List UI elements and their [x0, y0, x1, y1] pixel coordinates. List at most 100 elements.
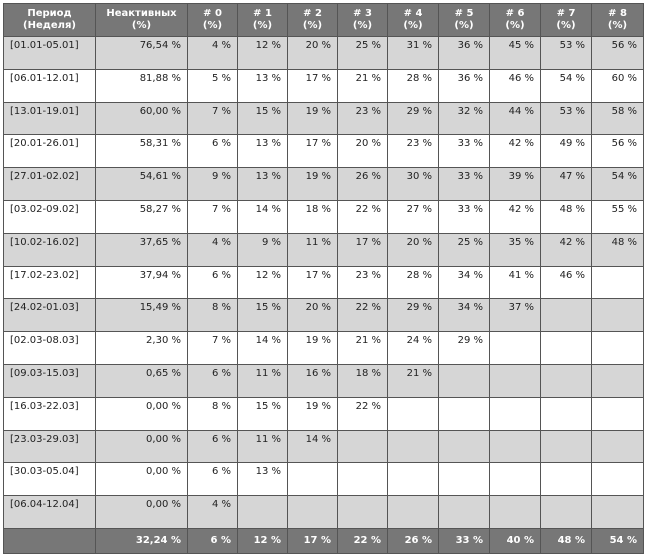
retention-cell: 41 % [489, 265, 541, 300]
header-row: Период (Неделя) Неактивных (%) # 0 (%) # 1 (%) #… [3, 3, 644, 37]
inactive-cell: 15,49 % [95, 298, 188, 333]
retention-cell: 6 % [187, 265, 238, 300]
column-header-line: (%) [556, 20, 576, 31]
inactive-cell: 0,00 % [95, 462, 188, 497]
retention-cell: 21 % [337, 68, 388, 103]
retention-cell: 5 % [187, 68, 238, 103]
retention-cell: 7 % [187, 331, 238, 365]
retention-cell: 46 % [540, 265, 592, 300]
retention-cell: 20 % [387, 232, 439, 267]
retention-cell: 36 % [438, 68, 490, 103]
retention-cell [489, 331, 541, 365]
retention-cell: 9 % [237, 232, 288, 267]
retention-cell: 31 % [387, 36, 439, 70]
column-header-line: (%) [505, 20, 525, 31]
retention-cell: 17 % [337, 232, 388, 267]
column-header-line: (%) [202, 20, 223, 31]
retention-cell: 24 % [387, 331, 439, 365]
period-cell: [27.01-02.02] [3, 167, 96, 201]
totals-cell: 12 % [237, 527, 288, 554]
period-cell: [30.03-05.04] [3, 462, 96, 497]
retention-cell [591, 331, 644, 365]
retention-cell: 13 % [237, 167, 288, 201]
table-row: [02.03-08.03] 2,30 % 7 % 14 % 19 % 21 % 24 % 29… [3, 331, 644, 365]
column-header: # 6 (%) [489, 3, 541, 37]
retention-cell [591, 265, 644, 300]
retention-cell: 23 % [337, 101, 388, 136]
retention-cell: 27 % [387, 199, 439, 234]
totals-cell: 54 % [591, 527, 644, 554]
table-row: [24.02-01.03] 15,49 % 8 % 15 % 20 % 22 % 29 % 3… [3, 298, 644, 333]
retention-cell: 44 % [489, 101, 541, 136]
table-row: [23.03-29.03] 0,00 % 6 % 11 % 14 % [3, 429, 644, 464]
retention-cell [387, 396, 439, 431]
retention-cell: 54 % [540, 68, 592, 103]
table-footer: 32,24 % 6 % 12 % 17 % 22 % 26 % 33 % 40 % 48 % 54… [3, 527, 644, 554]
retention-cell: 30 % [387, 167, 439, 201]
retention-cell: 19 % [287, 396, 338, 431]
retention-cell [337, 429, 388, 464]
inactive-cell: 54,61 % [95, 167, 188, 201]
retention-cell [591, 429, 644, 464]
column-header: # 7 (%) [540, 3, 592, 37]
retention-cell: 55 % [591, 199, 644, 234]
column-header: Неактивных (%) [95, 3, 188, 37]
inactive-cell: 37,65 % [95, 232, 188, 267]
retention-cell: 60 % [591, 68, 644, 103]
retention-cell: 6 % [187, 462, 238, 497]
totals-cell: 33 % [438, 527, 490, 554]
column-header-line: # 6 [505, 8, 525, 19]
column-header-line: Период [27, 8, 72, 19]
retention-cell: 48 % [540, 199, 592, 234]
retention-cell: 49 % [540, 134, 592, 169]
column-header-line: # 1 [253, 8, 272, 19]
column-header: # 8 (%) [591, 3, 644, 37]
retention-cell: 11 % [237, 363, 288, 398]
retention-cell [591, 396, 644, 431]
column-header-line: # 2 [303, 8, 322, 19]
retention-cell: 22 % [337, 298, 388, 333]
retention-cell [387, 462, 439, 497]
column-header: # 5 (%) [438, 3, 490, 37]
column-header-line: (%) [607, 20, 628, 31]
retention-cell: 23 % [387, 134, 439, 169]
retention-cell: 46 % [489, 68, 541, 103]
column-header: # 4 (%) [387, 3, 439, 37]
retention-cell: 6 % [187, 363, 238, 398]
retention-cell: 11 % [237, 429, 288, 464]
column-header: Период (Неделя) [3, 3, 96, 37]
retention-cell: 48 % [591, 232, 644, 267]
retention-cell: 29 % [387, 298, 439, 333]
retention-cell [438, 429, 490, 464]
retention-cell [438, 462, 490, 497]
retention-cell [591, 462, 644, 497]
retention-cell: 6 % [187, 429, 238, 464]
retention-cell: 35 % [489, 232, 541, 267]
inactive-cell: 0,00 % [95, 429, 188, 464]
column-header-line: (%) [252, 20, 273, 31]
table-row: [06.04-12.04] 0,00 % 4 % [3, 495, 644, 529]
retention-cell: 16 % [287, 363, 338, 398]
totals-cell: 48 % [540, 527, 592, 554]
table-row: [01.01-05.01] 76,54 % 4 % 12 % 20 % 25 % 31 % 3… [3, 36, 644, 70]
retention-cell [489, 495, 541, 529]
column-header: # 3 (%) [337, 3, 388, 37]
column-header-line: # 4 [403, 8, 423, 19]
retention-cell: 20 % [287, 298, 338, 333]
period-cell: [20.01-26.01] [3, 134, 96, 169]
inactive-cell: 58,31 % [95, 134, 188, 169]
retention-cell [387, 495, 439, 529]
totals-cell: 17 % [287, 527, 338, 554]
column-header: # 0 (%) [187, 3, 238, 37]
column-header-line: Неактивных [106, 8, 177, 19]
retention-cell [438, 396, 490, 431]
totals-cell: 32,24 % [95, 527, 188, 554]
column-header-line: # 5 [454, 8, 474, 19]
retention-cell: 12 % [237, 265, 288, 300]
retention-cell [237, 495, 288, 529]
retention-cell: 14 % [287, 429, 338, 464]
retention-cell: 56 % [591, 36, 644, 70]
table-body: [01.01-05.01] 76,54 % 4 % 12 % 20 % 25 % 31 % 3… [3, 36, 644, 529]
table-row: [30.03-05.04] 0,00 % 6 % 13 % [3, 462, 644, 497]
period-cell: [06.01-12.01] [3, 68, 96, 103]
